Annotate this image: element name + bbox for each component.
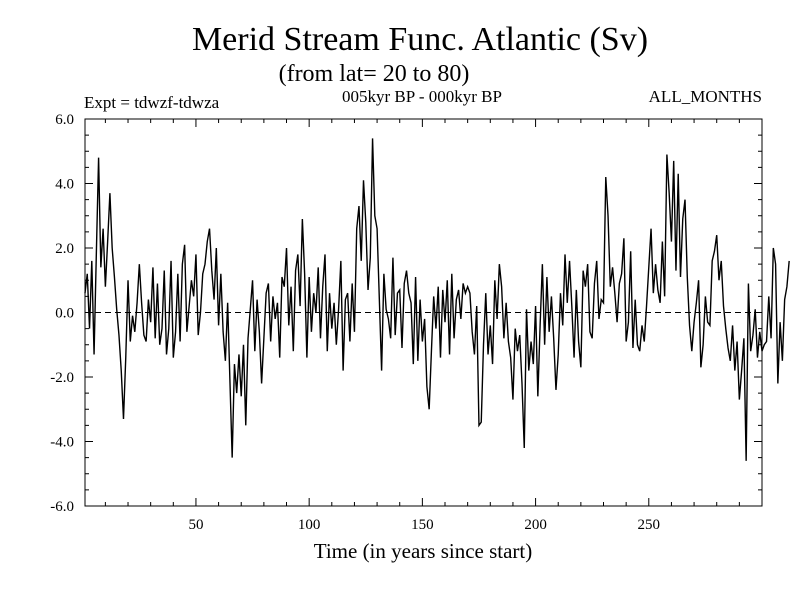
y-tick-label: -6.0	[50, 499, 74, 515]
y-tick-label: -2.0	[50, 370, 74, 386]
x-tick-label: 100	[298, 517, 321, 533]
y-tick-label: 0.0	[55, 306, 74, 322]
y-tick-label: 6.0	[55, 112, 74, 128]
axis-ticks	[85, 118, 763, 507]
x-tick-label: 250	[638, 517, 661, 533]
series-line	[84, 138, 790, 461]
header-period: 005kyr BP - 000kyr BP	[342, 87, 502, 106]
chart-title: Merid Stream Func. Atlantic (Sv)	[192, 21, 648, 58]
x-tick-label: 50	[188, 517, 203, 533]
x-axis-label: Time (in years since start)	[314, 539, 533, 563]
y-tick-label: -4.0	[50, 435, 74, 451]
chart-subtitle: (from lat= 20 to 80)	[279, 61, 470, 87]
x-tick-label: 200	[524, 517, 547, 533]
y-tick-label: 4.0	[55, 177, 74, 193]
y-axis-tick-labels: -6.0 -4.0 -2.0 0.0 2.0 4.0 6.0	[50, 112, 74, 515]
header-months: ALL_MONTHS	[649, 87, 762, 106]
x-axis-tick-labels: 50 100 150 200 250	[188, 517, 660, 533]
y-tick-label: 2.0	[55, 241, 74, 257]
header-experiment: Expt = tdwzf-tdwza	[84, 93, 220, 112]
x-tick-label: 150	[411, 517, 434, 533]
